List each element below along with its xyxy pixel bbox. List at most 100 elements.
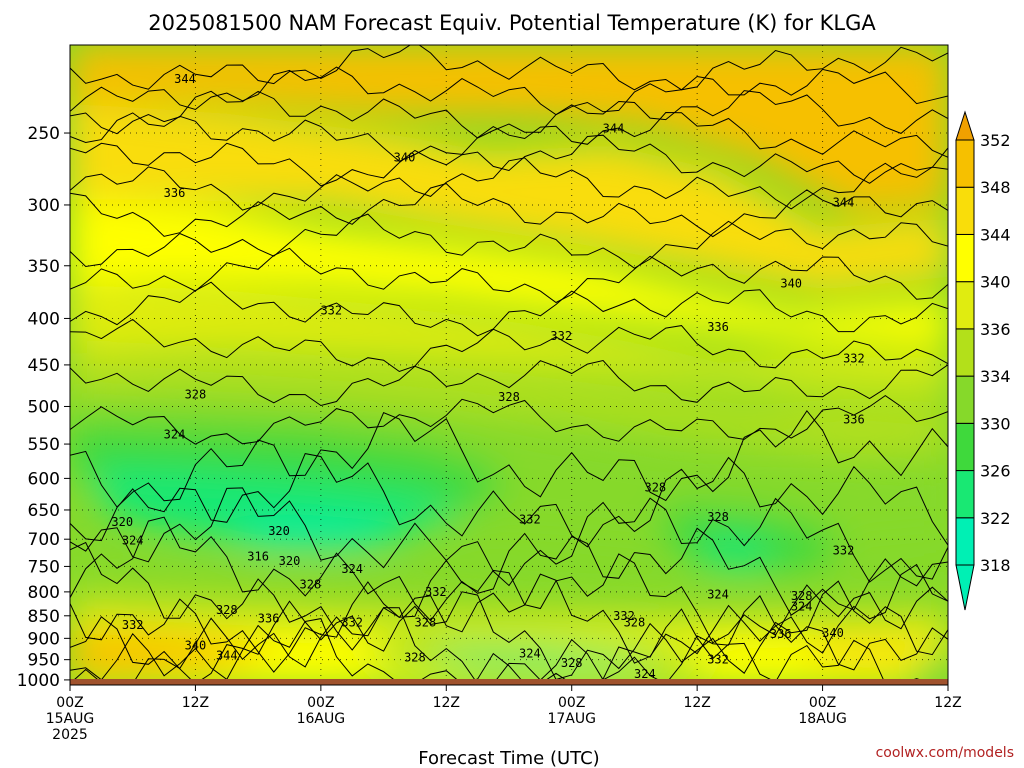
x-tick-label-0-1: 15AUG bbox=[46, 711, 95, 727]
contour-line-2 bbox=[70, 90, 948, 139]
colorbar-segment-1 bbox=[955, 470, 975, 519]
contour-label-17: 320 bbox=[111, 515, 133, 529]
field-color-bands bbox=[70, 45, 948, 685]
contour-label-19: 320 bbox=[268, 524, 290, 538]
colorbar-label-326: 326 bbox=[980, 462, 1011, 481]
contour-label-28: 324 bbox=[791, 599, 813, 613]
colorbar-label-336: 336 bbox=[980, 320, 1011, 339]
contour-label-39: 344 bbox=[216, 648, 238, 662]
y-tick-label-650: 650 bbox=[28, 501, 60, 521]
y-tick-label-950: 950 bbox=[28, 651, 60, 671]
field-band-8 bbox=[90, 465, 468, 545]
contour-label-26: 324 bbox=[707, 587, 729, 601]
field-band-3 bbox=[70, 199, 948, 347]
contour-line-7 bbox=[70, 213, 948, 269]
y-tick-label-750: 750 bbox=[28, 557, 60, 577]
colorbar-label-318: 318 bbox=[980, 556, 1011, 575]
x-tick-label-84-0: 12Z bbox=[934, 695, 961, 711]
contour-label-15: 328 bbox=[707, 510, 729, 524]
colorbar-label-340: 340 bbox=[980, 273, 1011, 292]
contour-label-16: 332 bbox=[519, 513, 541, 527]
contour-label-9: 328 bbox=[185, 387, 207, 401]
contour-label-4: 344 bbox=[833, 195, 855, 209]
contour-label-20: 316 bbox=[247, 549, 269, 563]
y-tick-label-700: 700 bbox=[28, 530, 60, 550]
contour-line-16 bbox=[70, 516, 948, 622]
x-tick-label-48-0: 00Z bbox=[558, 695, 585, 711]
y-tick-label-500: 500 bbox=[28, 397, 60, 417]
colorbar-segment-5 bbox=[955, 281, 975, 330]
contour-line-5 bbox=[70, 157, 948, 211]
colorbar-label-330: 330 bbox=[980, 414, 1011, 433]
colorbar: 318 322 326 330 334 336 340 344 348 352 bbox=[955, 110, 1011, 611]
contour-line-10 bbox=[70, 318, 948, 373]
contour-label-38: 340 bbox=[185, 639, 207, 653]
contour-label-35: 328 bbox=[624, 616, 646, 630]
colorbar-segment-7 bbox=[955, 186, 975, 235]
field-band-9 bbox=[216, 523, 405, 548]
y-tick-label-250: 250 bbox=[28, 124, 60, 144]
contour-line-18 bbox=[70, 563, 948, 673]
contour-label-13: 336 bbox=[843, 413, 865, 427]
field-band-4 bbox=[70, 285, 948, 391]
chart-title: 2025081500 NAM Forecast Equiv. Potential… bbox=[148, 11, 876, 35]
y-tick-label-850: 850 bbox=[28, 607, 60, 627]
contour-label-34: 332 bbox=[613, 609, 635, 623]
contour-label-32: 332 bbox=[341, 616, 363, 630]
colorbar-segment-4 bbox=[955, 328, 975, 377]
contour-line-8 bbox=[70, 247, 948, 304]
x-axis-label: Forecast Time (UTC) bbox=[418, 748, 599, 768]
contour-line-19 bbox=[70, 580, 948, 685]
contour-label-18: 324 bbox=[122, 533, 144, 547]
y-tick-label-300: 300 bbox=[28, 196, 60, 216]
colorbar-label-334: 334 bbox=[980, 367, 1011, 386]
contour-line-9 bbox=[70, 281, 948, 337]
x-tick-label-24-0: 00Z bbox=[307, 695, 334, 711]
contour-line-1 bbox=[70, 66, 948, 116]
y-tick-label-800: 800 bbox=[28, 583, 60, 603]
colorbar-segment-3 bbox=[955, 375, 975, 424]
contour-label-37: 340 bbox=[822, 626, 844, 640]
field-band-2 bbox=[70, 103, 948, 290]
x-tick-label-48-1: 17AUG bbox=[547, 711, 596, 727]
contour-label-2: 344 bbox=[603, 121, 625, 135]
x-tick-label-12-0: 12Z bbox=[182, 695, 209, 711]
contour-label-41: 324 bbox=[519, 646, 541, 660]
colorbar-label-344: 344 bbox=[980, 225, 1011, 244]
contour-label-40: 328 bbox=[404, 651, 426, 665]
contour-line-20 bbox=[70, 595, 948, 685]
contour-line-15 bbox=[70, 487, 948, 587]
ground-surface bbox=[70, 679, 948, 685]
contour-label-23: 328 bbox=[300, 577, 322, 591]
contour-line-3 bbox=[70, 111, 948, 162]
colorbar-bottom-arrow bbox=[955, 564, 975, 611]
x-tick-label-72-1: 18AUG bbox=[798, 711, 847, 727]
contour-label-36: 336 bbox=[770, 627, 792, 641]
x-tick-label-0-2: 2025 bbox=[52, 727, 88, 743]
x-tick-label-72-0: 00Z bbox=[809, 695, 836, 711]
colorbar-segment-6 bbox=[955, 233, 975, 283]
contour-label-21: 320 bbox=[279, 554, 301, 568]
contour-label-1: 340 bbox=[394, 150, 416, 164]
plot-area bbox=[70, 45, 948, 685]
contour-label-22: 324 bbox=[341, 562, 363, 576]
contour-label-5: 332 bbox=[320, 303, 342, 317]
y-tick-label-1000: 1000 bbox=[17, 671, 60, 691]
y-tick-label-350: 350 bbox=[28, 257, 60, 277]
contour-label-33: 328 bbox=[415, 616, 437, 630]
contour-label-11: 332 bbox=[843, 352, 865, 366]
x-tick-label-60-0: 12Z bbox=[683, 695, 710, 711]
x-tick-label-36-0: 12Z bbox=[433, 695, 460, 711]
y-tick-label-900: 900 bbox=[28, 629, 60, 649]
colorbar-label-322: 322 bbox=[980, 509, 1011, 528]
field-band-17 bbox=[801, 640, 948, 670]
contour-line-11 bbox=[70, 359, 948, 407]
field-band-5 bbox=[70, 351, 948, 455]
contour-label-25: 332 bbox=[833, 543, 855, 557]
contour-line-0 bbox=[70, 45, 948, 91]
contour-label-42: 328 bbox=[561, 656, 583, 670]
contour-line-14 bbox=[70, 453, 948, 548]
contour-label-31: 332 bbox=[122, 618, 144, 632]
